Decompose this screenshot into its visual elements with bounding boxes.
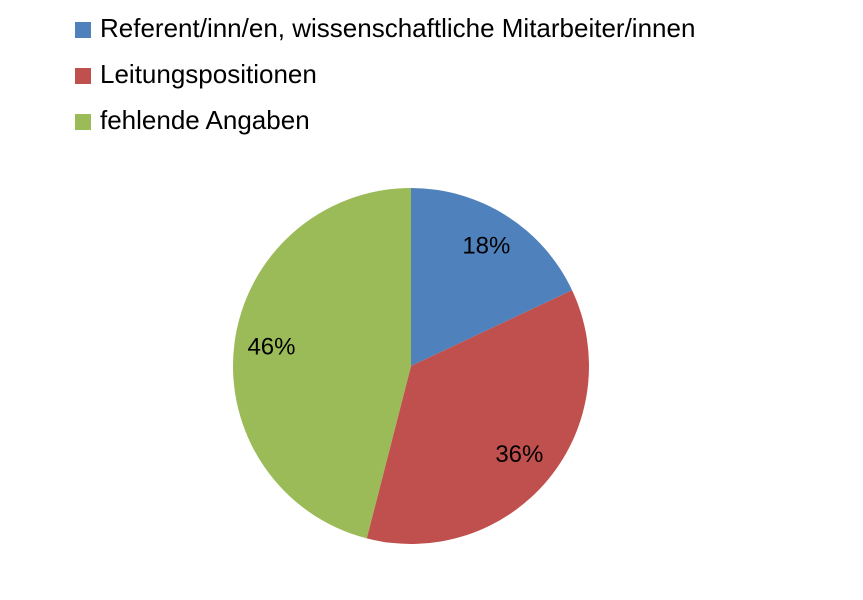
legend-swatch — [75, 68, 91, 84]
pie-slice — [411, 188, 573, 366]
legend-label: Leitungspositionen — [100, 59, 317, 89]
legend-label: fehlende Angaben — [100, 105, 310, 135]
legend-swatch — [75, 22, 91, 38]
pie-slice — [366, 290, 589, 544]
data-label: 46% — [247, 334, 295, 361]
data-label: 36% — [495, 441, 543, 468]
legend-label: Referent/inn/en, wissenschaftliche Mitar… — [100, 13, 695, 43]
data-label: 18% — [462, 233, 510, 260]
legend-swatch — [75, 114, 91, 130]
pie-slice — [233, 188, 411, 539]
